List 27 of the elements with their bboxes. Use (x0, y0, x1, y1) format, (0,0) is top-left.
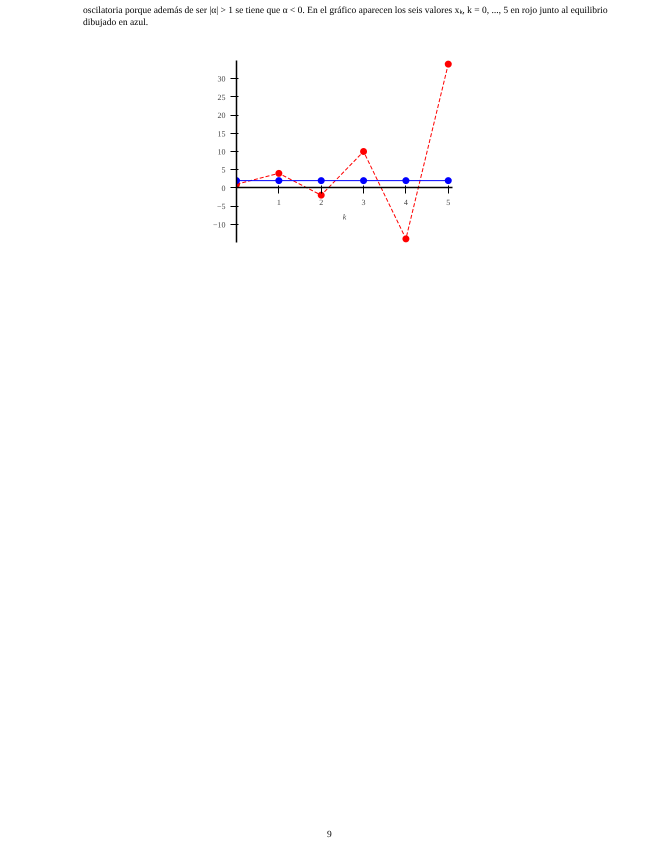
point (402, 177, 410, 184)
y-tick-label: 20 (218, 111, 226, 120)
point (444, 60, 452, 68)
text: 9 (327, 829, 332, 841)
point (444, 177, 452, 184)
y-tick-label: 30 (218, 74, 226, 84)
point (360, 148, 368, 155)
point (318, 177, 325, 184)
point (360, 177, 368, 184)
text: oscilatoria porque además de ser |α| > 1 se tiene que α < 0. En el gráfico aparecen los seis valores xₖ, k = 0, ..., 5 en rojo junto al equilibrio dibujado en azul. (83, 5, 609, 29)
y-tick-label: 10 (218, 148, 226, 156)
point (275, 170, 282, 177)
y-tick-label: −10 (212, 220, 226, 230)
point (402, 235, 410, 242)
y-tick-label: 15 (218, 129, 226, 138)
y-tick-label: −5 (216, 202, 226, 212)
x-tick-label: 2 (319, 198, 324, 207)
y-tick-label: 25 (218, 92, 226, 102)
x-tick-label: 4 (404, 198, 408, 207)
x-tick-label: 3 (362, 198, 366, 207)
x-tick-label: 5 (446, 198, 450, 207)
x-axis-title: k (342, 212, 347, 222)
x-tick-label: 1 (276, 198, 281, 207)
y-tick-label: 5 (222, 166, 226, 175)
point (318, 192, 325, 199)
y-tick-label: 0 (222, 184, 226, 193)
point (275, 177, 282, 184)
